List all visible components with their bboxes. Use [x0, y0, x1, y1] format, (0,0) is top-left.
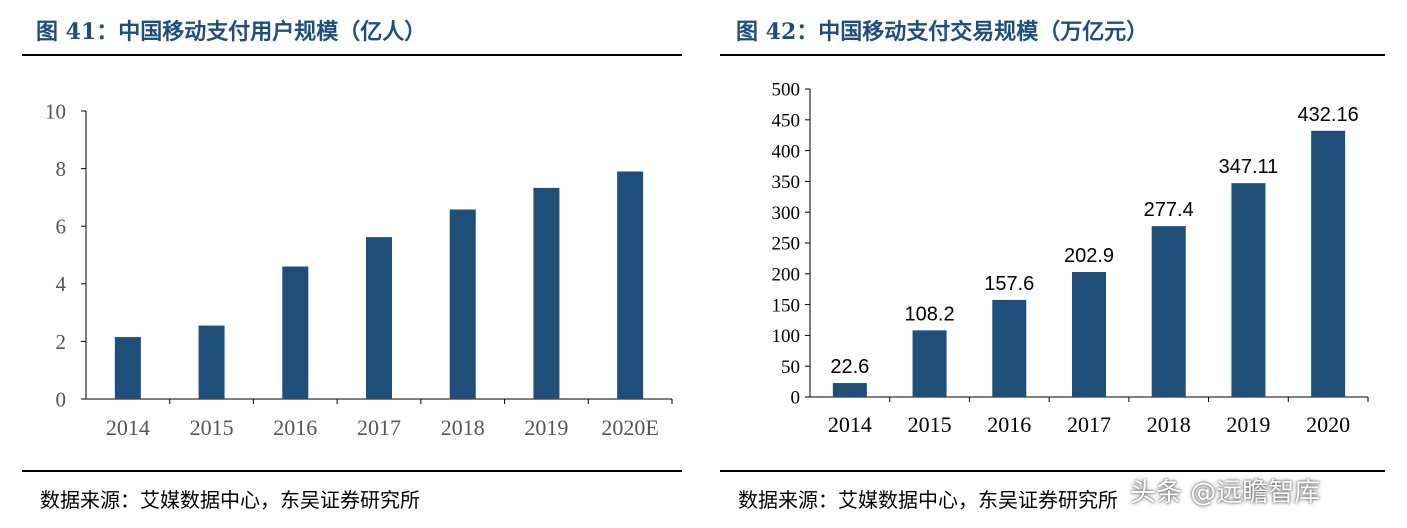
- title-rule: [22, 54, 682, 56]
- bar-2017: [1072, 272, 1106, 397]
- bar-2020E: [617, 171, 644, 399]
- data-label: 347.11: [1219, 156, 1279, 178]
- y-tick-label: 200: [772, 264, 801, 285]
- x-tick-label: 2016: [987, 412, 1031, 437]
- x-tick-label: 2018: [1147, 412, 1191, 437]
- bar-2014: [114, 337, 141, 399]
- source-rule: [22, 470, 682, 472]
- y-tick-label: 2: [56, 330, 67, 354]
- data-label: 157.6: [984, 273, 1034, 295]
- bar-2015: [912, 330, 947, 397]
- y-tick-label: 50: [781, 357, 800, 378]
- user-scale-bar-chart: 0 2 4 6 8 10 2014 2015 2016 2017 2018 2019 2020E: [45, 99, 673, 440]
- x-tick-label: 2017: [357, 415, 401, 440]
- y-tick-label: 100: [772, 326, 801, 347]
- data-label: 22.6: [830, 356, 869, 378]
- x-tick-label: 2017: [1067, 412, 1111, 437]
- y-tick-label: 4: [56, 272, 67, 296]
- x-tick-label: 2014: [828, 412, 872, 437]
- bar-2019: [1231, 183, 1266, 397]
- y-tick-label: 500: [772, 80, 801, 101]
- x-tick-label: 2019: [524, 415, 568, 440]
- title-rule: [720, 54, 1385, 56]
- y-tick-label: 150: [772, 295, 801, 316]
- chart-panel-user-scale: 图 41：中国移动支付用户规模（亿人） 0 2 4 6 8 10 2014 2015 2016 2…: [0, 0, 690, 528]
- y-tick-label: 250: [772, 234, 801, 255]
- x-tick-label: 2015: [190, 415, 234, 440]
- x-tick-label: 2016: [273, 415, 317, 440]
- y-tick-label: 300: [772, 203, 801, 224]
- transaction-scale-bar-chart: 0 50 100 150 200 250 300 350 400 450 500 2014 22.6 20…: [772, 80, 1369, 437]
- x-tick-label: 2014: [106, 415, 150, 440]
- bar-2016: [992, 299, 1027, 397]
- source-rule: [720, 470, 1385, 472]
- y-tick-label: 6: [56, 215, 67, 239]
- chart-title: 图 42：中国移动支付交易规模（万亿元）: [736, 19, 1149, 45]
- data-source-note: 数据来源：艾媒数据中心，东吴证券研究所: [40, 488, 420, 512]
- data-label: 277.4: [1144, 199, 1194, 221]
- x-tick-label: 2019: [1226, 412, 1270, 437]
- bar-2019: [533, 187, 560, 399]
- x-tick-label: 2020E: [601, 415, 658, 440]
- bar-2020: [1311, 130, 1346, 398]
- x-tick-label: 2018: [441, 415, 485, 440]
- data-label: 432.16: [1298, 104, 1359, 126]
- data-label: 202.9: [1064, 245, 1114, 267]
- bar-2015: [198, 325, 225, 399]
- bar-2017: [366, 237, 392, 399]
- y-tick-label: 350: [772, 172, 801, 193]
- y-tick-label: 0: [56, 387, 67, 411]
- bar-2018: [1151, 226, 1186, 397]
- bar-2016: [282, 266, 309, 399]
- y-tick-label: 8: [56, 157, 67, 181]
- chart-title: 图 41：中国移动支付用户规模（亿人）: [36, 19, 427, 45]
- x-tick-label: 2020: [1306, 412, 1350, 437]
- y-tick-label: 400: [772, 141, 801, 162]
- y-tick-label: 10: [45, 99, 66, 123]
- x-tick-label: 2015: [908, 412, 952, 437]
- y-tick-label: 0: [791, 388, 801, 409]
- data-source-note: 数据来源：艾媒数据中心，东吴证券研究所: [738, 488, 1118, 512]
- chart-panel-transaction-scale: 图 42：中国移动支付交易规模（万亿元） 0 50 100 150 200 250 300 3…: [718, 0, 1407, 528]
- y-tick-label: 450: [772, 110, 801, 131]
- bar-2014: [832, 383, 867, 397]
- data-label: 108.2: [905, 303, 955, 325]
- bar-2018: [449, 209, 476, 399]
- watermark: 头条 @远瞻智库: [1130, 478, 1321, 508]
